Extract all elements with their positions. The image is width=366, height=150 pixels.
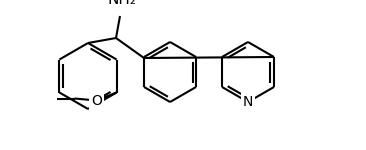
Text: N: N	[243, 95, 253, 109]
Text: NH₂: NH₂	[108, 0, 137, 7]
Text: O: O	[91, 93, 102, 108]
